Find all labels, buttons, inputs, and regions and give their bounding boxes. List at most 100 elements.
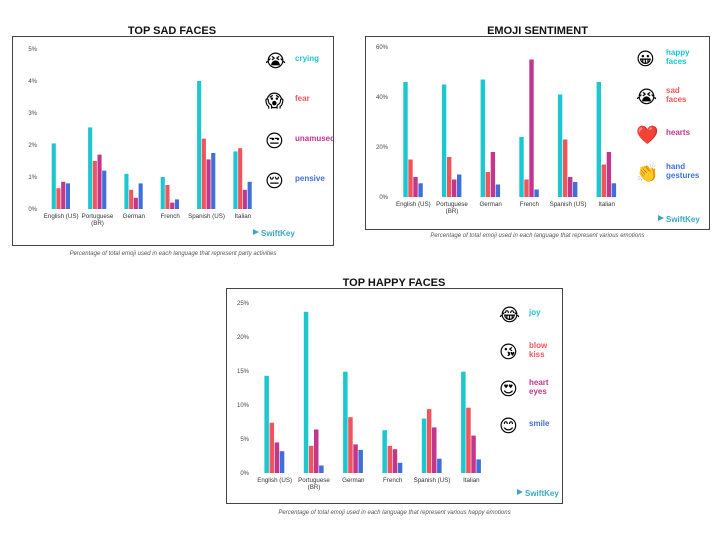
- bar-joy: [382, 430, 387, 473]
- crying-emoji-icon: 😭: [265, 51, 286, 71]
- y-tick-label: 0%: [379, 195, 388, 201]
- bar-happy-faces: [441, 84, 447, 197]
- bar-fear: [92, 161, 97, 209]
- bar-crying: [233, 151, 238, 209]
- bar-happy-faces: [403, 82, 408, 197]
- bar-hearts: [606, 152, 612, 197]
- bar-sad-faces: [447, 157, 452, 197]
- x-category-label: Spanish (US): [414, 477, 451, 484]
- bar-sad-faces: [524, 179, 529, 197]
- legend-label: faces: [666, 57, 687, 66]
- legend-label: crying: [295, 54, 319, 63]
- bar-pensive: [138, 183, 143, 209]
- bar-fear: [56, 188, 61, 209]
- y-tick-label: 0%: [240, 471, 249, 477]
- legend-label: faces: [666, 95, 687, 104]
- bar-unamused: [97, 154, 102, 209]
- legend-label: gestures: [666, 171, 700, 180]
- x-category-label: Portuguese: [436, 201, 468, 208]
- heart-eyes-emoji-icon: 😍: [499, 379, 518, 399]
- sad-chart: 0% 1% 2% 3% 4% 5% English (US) Portuguese(BR) Ge…: [28, 47, 335, 238]
- sad-chart-frame: 0% 1% 2% 3% 4% 5% English (US) Portuguese (BR) Ge…: [12, 36, 335, 246]
- bar-blow-kiss: [269, 422, 275, 473]
- y-tick-label: 5%: [28, 47, 37, 53]
- sentiment-chart-title: EMOJI SENTIMENT: [487, 25, 588, 37]
- bar-hearts: [490, 152, 496, 197]
- bar-hearts: [568, 177, 573, 197]
- sentiment-chart-caption: Percentage of total emoji used in each l…: [430, 233, 645, 239]
- y-tick-label: 0%: [28, 207, 37, 213]
- bar-crying: [124, 173, 129, 209]
- hand-gestures-emoji-icon: 👏: [636, 162, 658, 183]
- happy-chart-title: TOP HAPPY FACES: [342, 277, 446, 289]
- bar-crying: [51, 143, 56, 209]
- x-category-label: Spanish (US): [188, 213, 225, 220]
- y-tick-label: 10%: [237, 403, 250, 409]
- x-category-label: Italian: [463, 477, 480, 484]
- legend-label: eyes: [529, 387, 547, 396]
- x-category-label: Spanish (US): [550, 201, 587, 208]
- bar-blow-kiss: [308, 445, 314, 473]
- legend-label: hand: [666, 162, 685, 171]
- bar-unamused: [170, 202, 175, 209]
- bar-unamused: [133, 197, 138, 209]
- bar-hand-gestures: [495, 184, 501, 197]
- brand-label: SwiftKey: [261, 229, 295, 238]
- bar-hand-gestures: [573, 182, 578, 197]
- bar-heart-eyes: [314, 429, 319, 473]
- x-category-label: French: [520, 201, 540, 208]
- bar-joy: [264, 375, 269, 473]
- joy-emoji-icon: 😂: [499, 305, 520, 325]
- bar-happy-faces: [480, 79, 485, 197]
- sentiment-chart-frame: 0% 20% 40% 60% English (US) Portuguese (BR) Ger…: [365, 36, 710, 230]
- bar-heart-eyes: [471, 435, 476, 473]
- bar-hearts: [452, 179, 457, 197]
- legend-label: happy: [666, 48, 690, 57]
- x-category-label: German: [479, 201, 502, 208]
- swiftkey-logo-icon: [517, 489, 523, 495]
- bar-unamused: [206, 159, 211, 209]
- happy-faces-emoji-icon: 😀: [636, 49, 655, 69]
- bar-hand-gestures: [418, 183, 423, 198]
- x-category-label: English (US): [44, 213, 79, 220]
- bar-sad-faces: [485, 172, 490, 197]
- bar-hand-gestures: [534, 189, 539, 197]
- bar-pensive: [211, 153, 216, 209]
- x-category-label: Portuguese: [82, 213, 114, 220]
- bar-blow-kiss: [348, 417, 353, 473]
- bar-smile: [476, 459, 481, 473]
- legend-label: sad: [666, 86, 680, 95]
- legend-label: hearts: [666, 128, 691, 137]
- bar-smile: [319, 465, 324, 473]
- legend-label: kiss: [529, 350, 545, 359]
- y-tick-label: 5%: [240, 437, 249, 443]
- y-tick-label: 20%: [237, 335, 250, 341]
- bar-hearts: [413, 177, 418, 197]
- bar-crying: [88, 127, 93, 209]
- brand-label: SwiftKey: [666, 215, 700, 224]
- x-category-label: French: [383, 477, 403, 484]
- bar-pensive: [174, 199, 179, 209]
- bar-fear: [238, 148, 243, 209]
- swiftkey-logo-icon: [658, 215, 664, 221]
- swiftkey-logo-icon: [253, 229, 259, 235]
- bar-blow-kiss: [387, 445, 393, 473]
- bar-sad-faces: [563, 139, 568, 197]
- x-category-label: French: [161, 213, 181, 220]
- bar-fear: [201, 138, 206, 209]
- x-category-label: Portuguese: [298, 477, 330, 484]
- fear-emoji-icon: 😱: [265, 91, 284, 111]
- bar-joy: [343, 371, 348, 473]
- happy-chart-frame: 0% 5% 10% 15% 20% 25% English (US) Portuguese (B…: [226, 288, 563, 504]
- legend-label: heart: [529, 378, 549, 387]
- x-category-label: German: [123, 213, 146, 220]
- blow-kiss-emoji-icon: 😘: [499, 342, 518, 362]
- y-tick-label: 40%: [376, 95, 389, 101]
- bar-crying: [197, 81, 202, 209]
- smile-emoji-icon: 😊: [499, 416, 518, 436]
- bar-blow-kiss: [466, 407, 471, 473]
- sad-faces-emoji-icon: 😭: [636, 87, 657, 107]
- y-tick-label: 25%: [237, 301, 250, 307]
- bar-heart-eyes: [353, 444, 358, 473]
- bar-unamused: [242, 189, 247, 209]
